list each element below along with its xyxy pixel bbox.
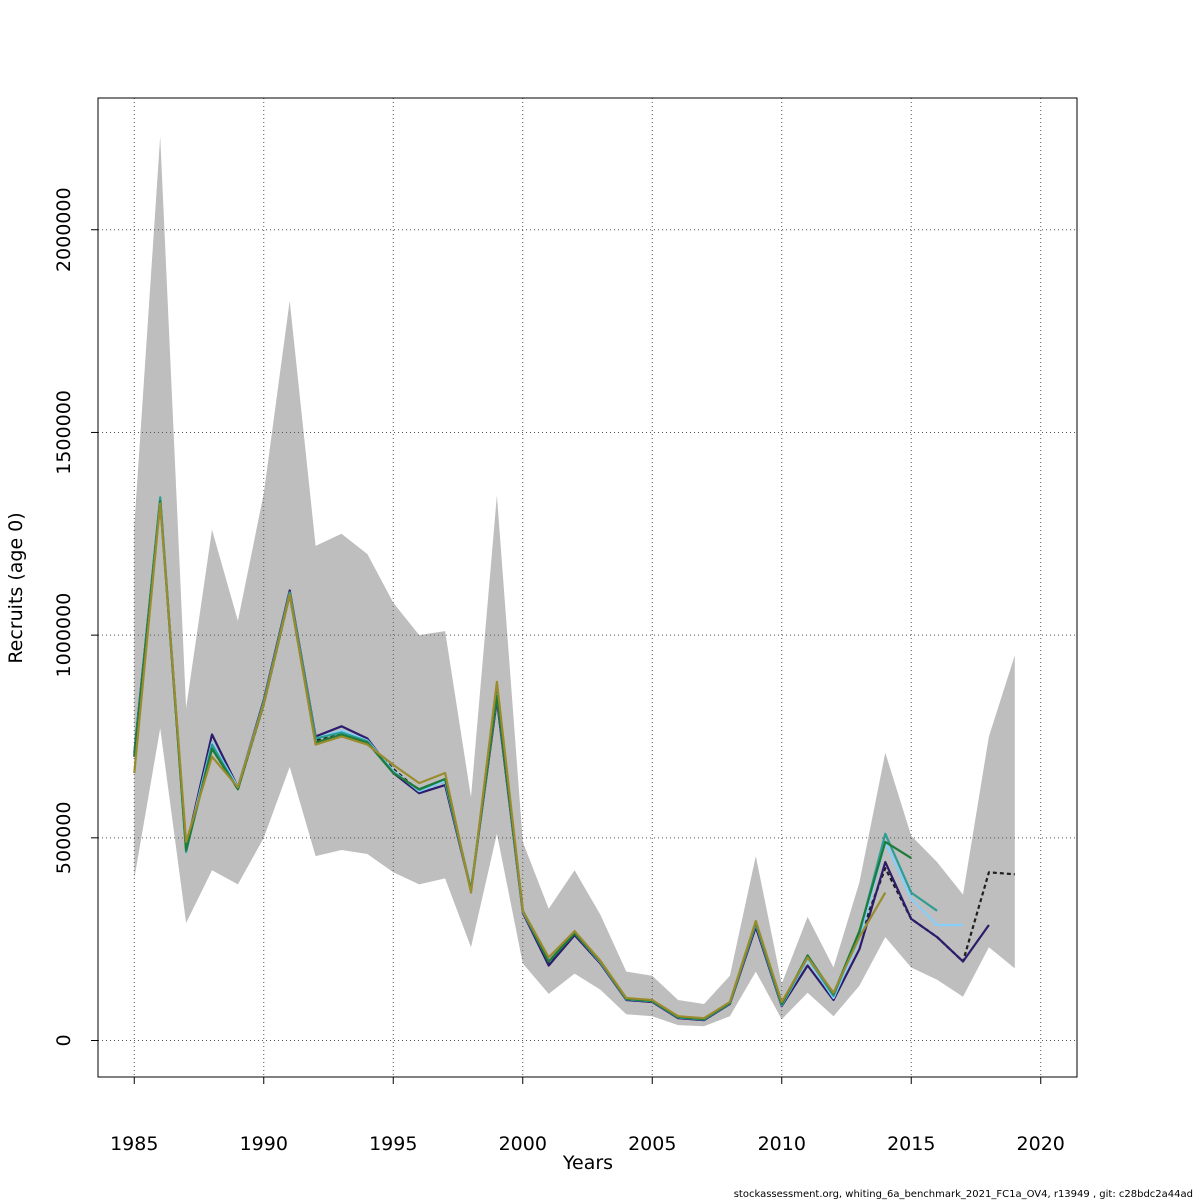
x-tick-label: 2020 — [1017, 1133, 1065, 1155]
y-tick-label: 500000 — [53, 802, 75, 875]
confidence-band-layer — [134, 136, 1015, 1027]
confidence-band — [134, 136, 1015, 1027]
y-tick-label: 1000000 — [53, 593, 75, 678]
x-tick-label: 2005 — [628, 1133, 676, 1155]
axes-layer: 1985 1990 1995 2000 2005 2010 2015 2020 0 500000 1… — [53, 187, 1065, 1155]
footer-credit: stockassessment.org, whiting_6a_benchmar… — [734, 1189, 1193, 1200]
x-tick-label: 2000 — [499, 1133, 547, 1155]
x-axis-title: Years — [562, 1152, 613, 1174]
y-tick-label: 1500000 — [53, 390, 75, 475]
plot-frame — [97, 97, 1078, 1078]
x-tick-label: 2010 — [758, 1133, 806, 1155]
y-tick-label: 2000000 — [53, 187, 75, 272]
x-tick-label: 2015 — [887, 1133, 935, 1155]
x-tick-label: 1985 — [110, 1133, 158, 1155]
x-tick-label: 1990 — [240, 1133, 288, 1155]
x-tick-label: 1995 — [369, 1133, 417, 1155]
series-layer — [133, 496, 1015, 1022]
y-tick-label: 0 — [53, 1034, 75, 1046]
series-line-6 — [133, 502, 887, 1020]
y-axis-title: Recruits (age 0) — [5, 512, 27, 663]
